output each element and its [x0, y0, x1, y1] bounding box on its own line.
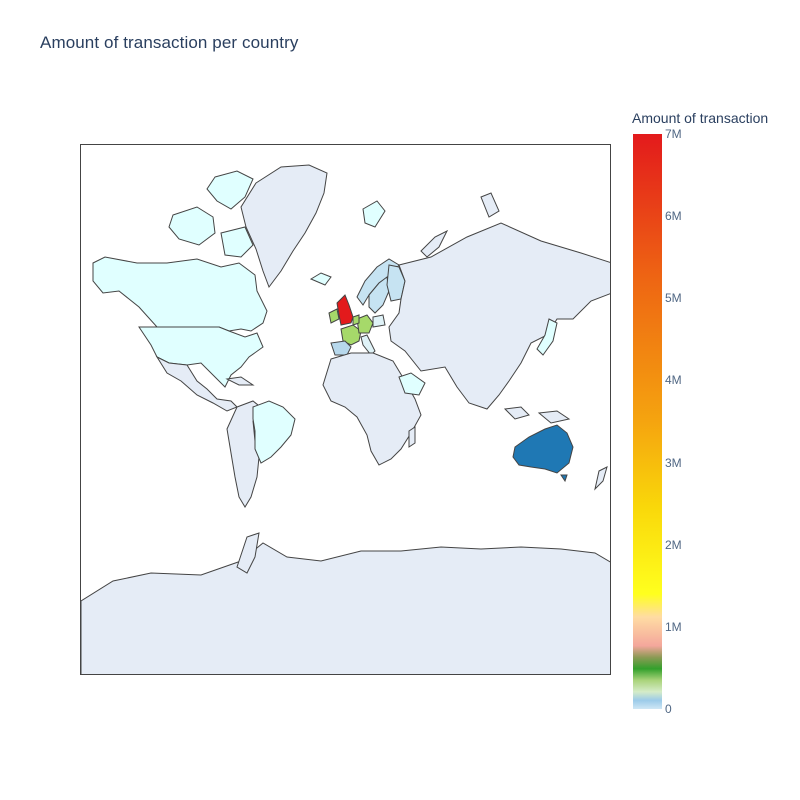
continent-antarctica[interactable] [81, 542, 611, 675]
continent-antarctica-peninsula[interactable] [236, 532, 260, 574]
colorbar-tick-label: 0 [665, 702, 672, 716]
country-russia-islands[interactable] [480, 192, 500, 218]
country-germany[interactable] [356, 314, 374, 334]
country-new-zealand[interactable] [594, 466, 608, 491]
colorbar-tick-label: 3M [665, 455, 682, 470]
colorbar-title: Amount of transaction [632, 110, 769, 126]
country-canada-islands[interactable] [220, 226, 254, 258]
chart-title: Amount of transaction per country [40, 33, 299, 52]
country-brazil[interactable] [252, 400, 296, 464]
country-canada-islands[interactable] [168, 206, 216, 246]
country-mexico[interactable] [155, 355, 238, 412]
colorbar-tick-label: 6M [665, 209, 682, 224]
world-map[interactable] [81, 145, 611, 675]
country-russia-islands[interactable] [420, 229, 449, 258]
country-russia-asia[interactable] [388, 222, 611, 410]
colorbar-gradient [633, 134, 662, 709]
country-canada-islands[interactable] [206, 170, 254, 210]
country-svalbard[interactable] [362, 200, 386, 228]
country-italy[interactable] [360, 334, 376, 356]
country-netherlands[interactable] [352, 314, 360, 326]
colorbar-tick-label: 4M [665, 373, 682, 388]
colorbar-tick-label: 7M [665, 127, 682, 141]
country-iceland[interactable] [309, 272, 332, 286]
country-poland[interactable] [372, 314, 386, 328]
country-indonesia[interactable] [503, 406, 530, 420]
country-madagascar[interactable] [408, 426, 416, 448]
colorbar-tick-label: 2M [665, 537, 682, 552]
country-ireland[interactable] [328, 308, 340, 324]
country-spain[interactable] [330, 340, 352, 356]
country-indonesia[interactable] [537, 410, 571, 424]
country-canada[interactable] [92, 256, 268, 332]
country-australia[interactable] [512, 424, 574, 474]
country-cuba[interactable] [225, 376, 255, 386]
country-australia-tasmania[interactable] [560, 474, 568, 483]
country-united-kingdom[interactable] [336, 294, 354, 326]
country-sweden[interactable] [368, 276, 390, 314]
continent-africa[interactable] [322, 352, 422, 466]
colorbar-tick-label: 5M [665, 291, 682, 306]
colorbar-tick-label: 1M [665, 619, 682, 634]
map-plot-area[interactable] [80, 144, 611, 675]
country-japan[interactable] [536, 318, 558, 356]
country-saudi-arabia[interactable] [398, 372, 426, 396]
country-greenland[interactable] [240, 164, 328, 289]
